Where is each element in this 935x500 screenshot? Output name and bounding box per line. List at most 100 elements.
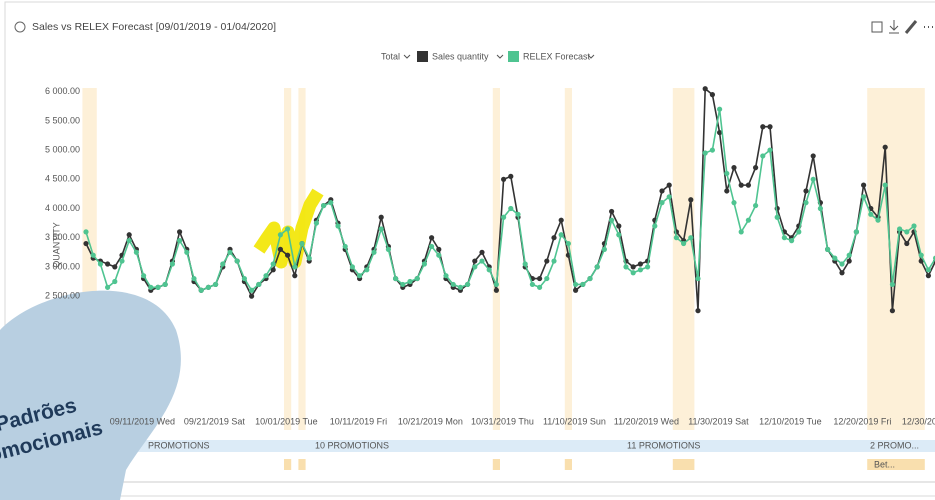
data-point: [371, 249, 377, 255]
data-point: [781, 235, 788, 241]
data-point: [493, 287, 499, 293]
data-point: [349, 264, 355, 270]
data-point: [796, 229, 802, 235]
data-point: [853, 229, 860, 235]
data-point: [688, 197, 694, 203]
x-tick-label: 11/20/2019 Wed: [614, 416, 679, 426]
data-point: [825, 246, 831, 252]
data-point: [666, 194, 672, 200]
data-point: [249, 293, 255, 299]
data-point: [328, 200, 334, 206]
promotion-count: 10 PROMOTIONS: [315, 440, 389, 450]
data-point: [292, 273, 298, 279]
y-tick-label: 5 000.00: [45, 144, 80, 154]
data-point: [731, 165, 737, 171]
data-point: [112, 278, 118, 285]
data-point: [522, 261, 528, 267]
data-point: [875, 217, 881, 223]
promotion-box: [564, 459, 572, 470]
data-point: [436, 246, 442, 252]
data-point: [803, 200, 809, 206]
data-point: [753, 165, 759, 171]
data-point: [277, 232, 283, 238]
download-icon[interactable]: [889, 20, 899, 34]
data-point: [861, 182, 867, 188]
chevron: [587, 54, 595, 59]
promotion-box: [867, 459, 925, 470]
data-point: [580, 281, 586, 288]
legend-total[interactable]: Total: [381, 51, 400, 61]
toolbar: [871, 20, 933, 34]
data-point: [724, 170, 730, 177]
data-point: [414, 275, 420, 282]
data-point: [227, 249, 233, 255]
data-point: [925, 267, 932, 273]
data-point: [565, 240, 572, 247]
x-tick-label: 12/30/2019 Mon: [902, 416, 935, 426]
data-point: [537, 284, 543, 290]
data-point: [285, 252, 291, 258]
data-point: [213, 281, 219, 288]
data-point: [515, 211, 521, 217]
data-point: [616, 232, 622, 238]
data-point: [637, 261, 644, 267]
edit-icon[interactable]: [904, 20, 918, 34]
promotion-box: [298, 459, 306, 470]
y-tick-label: 4 500.00: [45, 174, 80, 184]
data-point: [681, 240, 687, 247]
data-point: [364, 267, 370, 273]
data-point: [90, 252, 96, 258]
data-point: [904, 229, 910, 235]
data-point: [177, 238, 183, 244]
data-point: [897, 226, 903, 232]
data-point: [558, 217, 564, 223]
data-point: [810, 153, 816, 159]
data-point: [313, 220, 319, 226]
data-point: [270, 261, 276, 267]
data-point: [169, 261, 175, 267]
data-point: [105, 284, 111, 290]
data-point: [817, 205, 824, 212]
data-point: [760, 153, 766, 159]
legend-swatch: [417, 51, 428, 62]
data-point: [717, 106, 723, 112]
data-point: [421, 261, 427, 267]
data-point: [292, 264, 298, 270]
legend-entry[interactable]: RELEX Forecast: [523, 51, 591, 61]
data-point: [385, 246, 391, 252]
y-tick-label: 2 500.00: [45, 290, 80, 300]
data-point: [97, 261, 103, 267]
y-tick-label: 3 000.00: [45, 261, 80, 271]
data-point: [436, 252, 442, 258]
data-point: [112, 264, 118, 270]
y-axis-label: QUANTITY: [51, 222, 61, 268]
data-point: [724, 188, 730, 194]
data-point: [573, 281, 579, 288]
data-point: [241, 275, 247, 282]
data-point: [789, 238, 795, 244]
data-point: [551, 258, 557, 264]
data-point: [429, 235, 435, 241]
data-point: [659, 188, 665, 194]
data-point: [83, 229, 89, 235]
promotion-band: [492, 88, 500, 430]
data-point: [544, 275, 550, 282]
data-point: [594, 264, 600, 270]
promotion-row: [120, 440, 935, 452]
data-point: [501, 214, 507, 220]
data-point: [393, 275, 399, 282]
data-point: [803, 188, 809, 194]
data-point: [119, 258, 125, 264]
data-point: [688, 235, 694, 241]
chart-title: Sales vs RELEX Forecast [09/01/2019 - 01…: [32, 21, 276, 33]
data-point: [544, 258, 550, 264]
data-point: [342, 243, 348, 250]
expand-icon[interactable]: [871, 21, 883, 33]
data-point: [587, 275, 593, 282]
data-point: [652, 223, 658, 229]
data-point: [83, 240, 89, 247]
info-icon[interactable]: [14, 21, 26, 33]
promotion-badge[interactable]: Bet...: [874, 459, 895, 469]
legend-entry[interactable]: Sales quantity: [432, 51, 489, 61]
